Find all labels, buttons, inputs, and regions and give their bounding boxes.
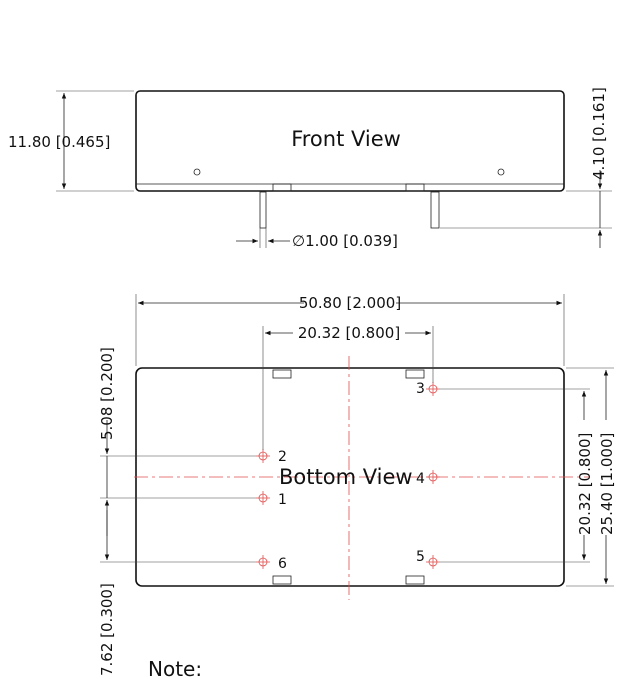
pin-marker-4 bbox=[426, 470, 440, 484]
bottom-view-title: Bottom View bbox=[279, 465, 413, 489]
pin-label-6: 6 bbox=[278, 556, 287, 572]
front-view-body bbox=[135, 90, 565, 192]
front-view-title: Front View bbox=[291, 127, 401, 151]
pin-marker-2 bbox=[256, 449, 270, 463]
pin-diameter-dim-label: ∅1.00 [0.039] bbox=[292, 232, 398, 250]
pin-length-dim-label: 4.10 [0.161] bbox=[590, 87, 608, 180]
pin-marker-3 bbox=[426, 382, 440, 396]
front-view: Front View 11.80 [0.465] 4.10 [0.161] ∅1… bbox=[8, 87, 612, 250]
pin-row-dim-label-left: 5.08 [0.200] bbox=[98, 347, 116, 440]
note-label: Note: bbox=[148, 657, 202, 679]
pin-label-3: 3 bbox=[416, 381, 425, 397]
bottom-view: 2 1 6 3 4 5 Bottom View 50.80 [2.000] 20… bbox=[98, 294, 616, 676]
pin-label-4: 4 bbox=[416, 471, 425, 487]
depth-dim-label: 25.40 [1.000] bbox=[598, 433, 616, 535]
pin-spacing-dim-label: 20.32 [0.800] bbox=[298, 324, 400, 342]
front-height-dim-label: 11.80 [0.465] bbox=[8, 133, 110, 151]
pin-label-5: 5 bbox=[416, 549, 425, 565]
width-dim-label: 50.80 [2.000] bbox=[299, 294, 401, 312]
pin-span-dim-label-right: 20.32 [0.800] bbox=[576, 433, 594, 535]
pin-offset-dim-label: 7.62 [0.300] bbox=[98, 583, 116, 676]
pin-label-2: 2 bbox=[278, 449, 287, 465]
pin-label-1: 1 bbox=[278, 492, 287, 508]
front-mount-hole-right bbox=[497, 168, 505, 176]
front-standoff-left bbox=[272, 183, 292, 192]
pin-marker-1 bbox=[256, 491, 270, 505]
pin-marker-6 bbox=[256, 555, 270, 569]
front-pin-right bbox=[430, 191, 440, 229]
front-standoff-right bbox=[405, 183, 425, 192]
front-mount-hole-left bbox=[193, 168, 201, 176]
pin-marker-5 bbox=[426, 555, 440, 569]
front-pin-left bbox=[259, 191, 267, 229]
